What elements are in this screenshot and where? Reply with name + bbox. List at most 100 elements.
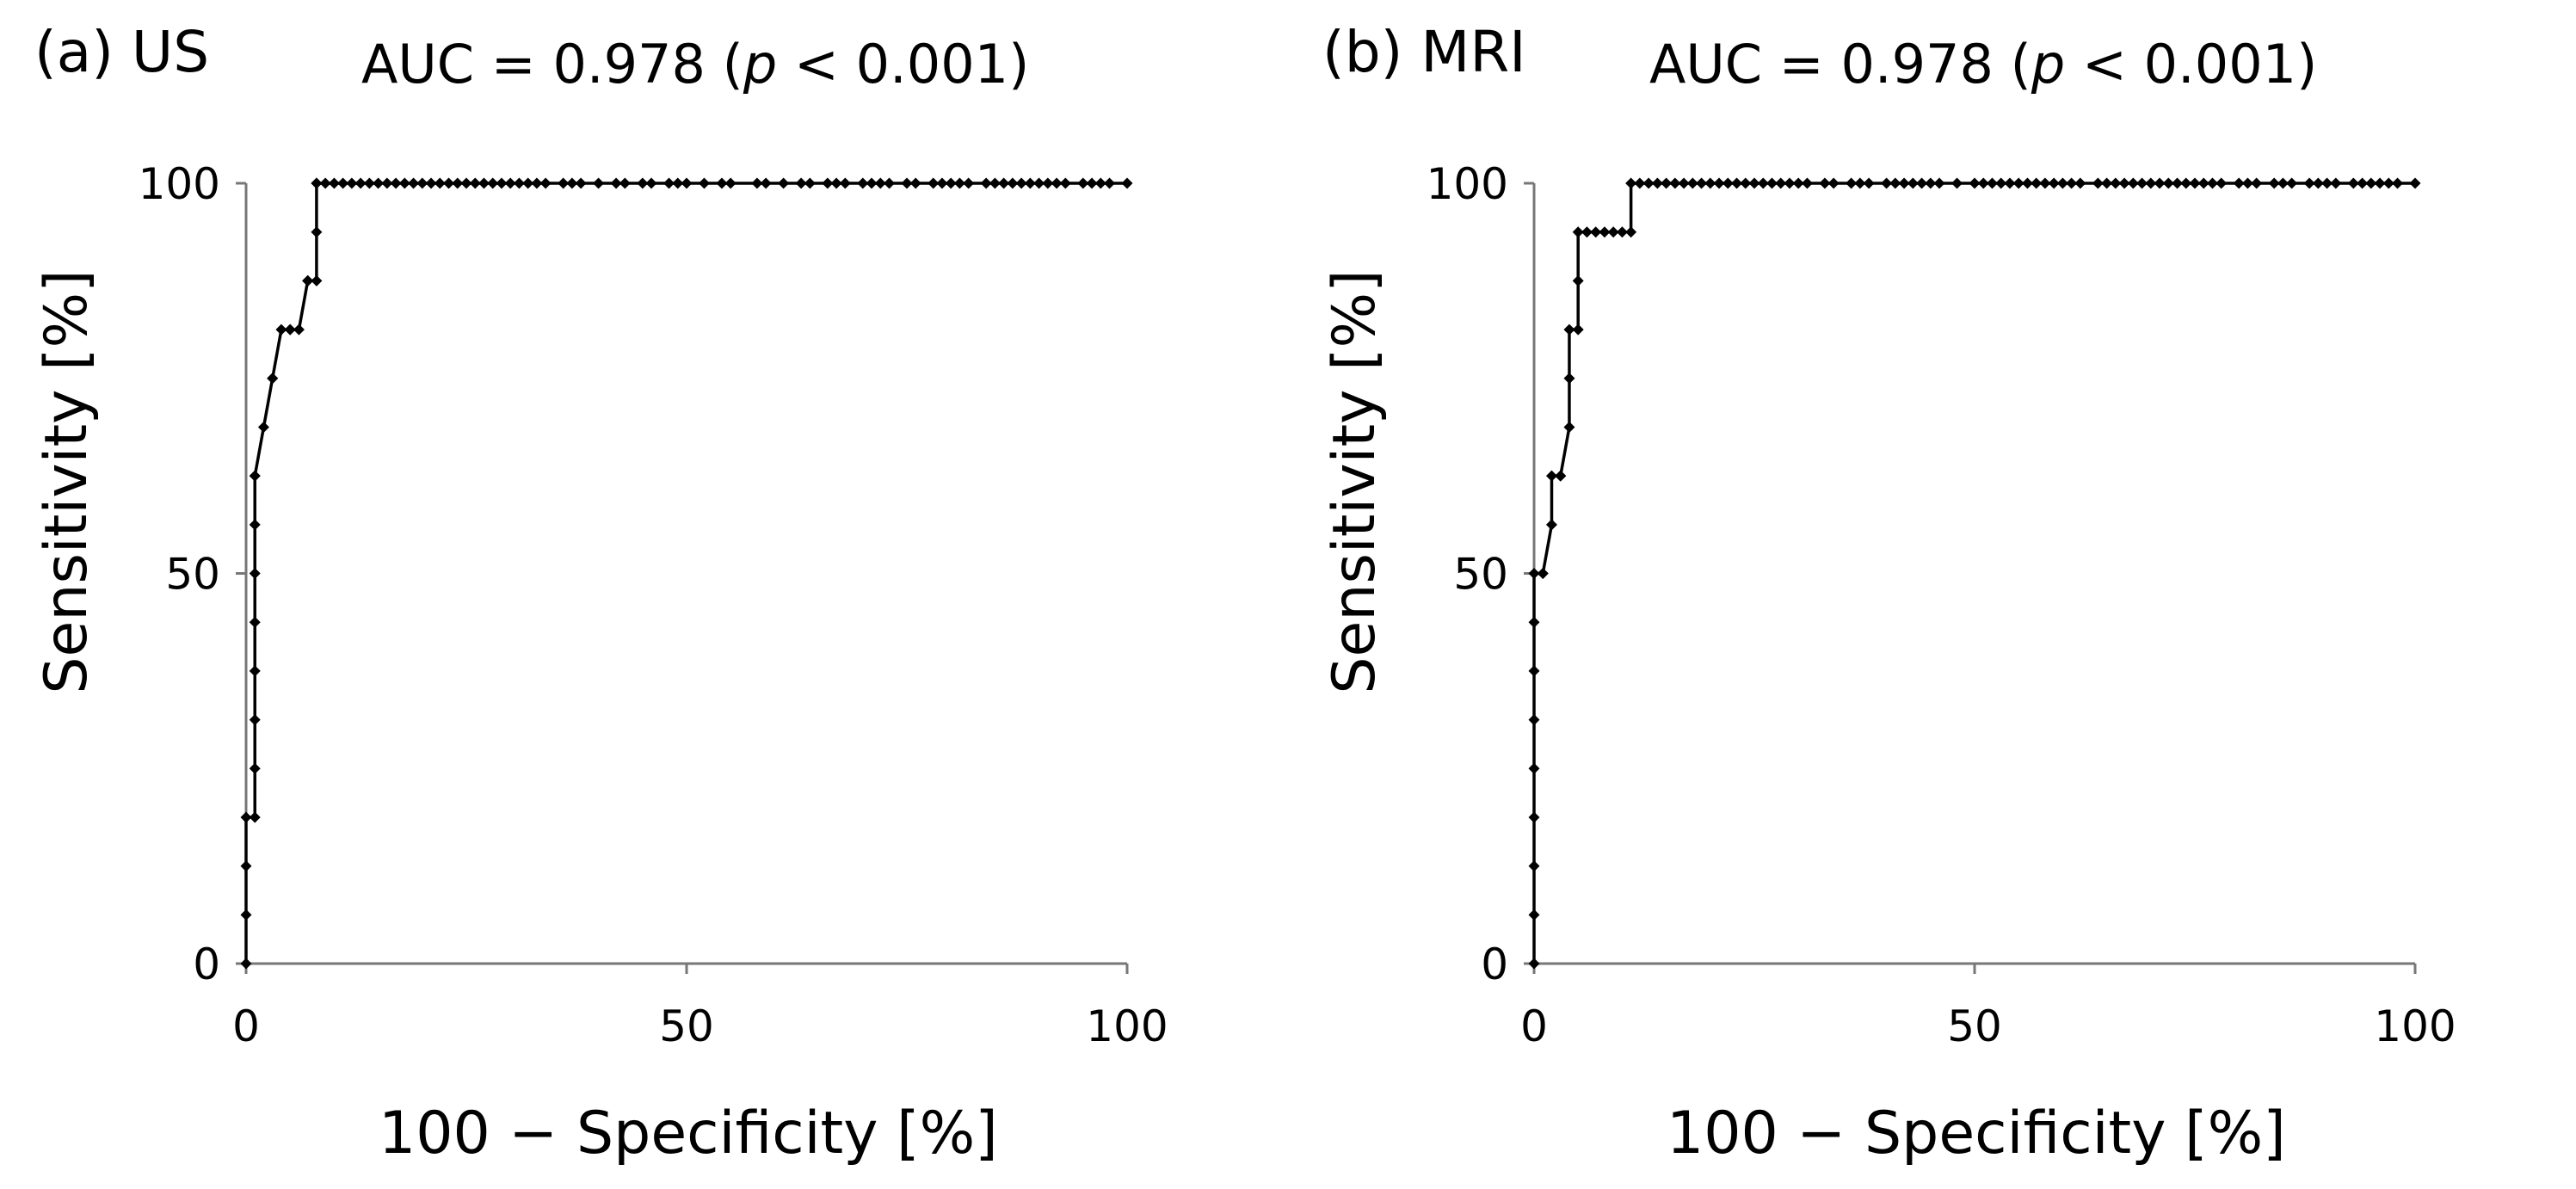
roc-point — [1819, 177, 1831, 189]
roc-point — [311, 274, 323, 286]
roc-point — [2189, 177, 2201, 189]
auc-value: AUC = 0.978 — [361, 33, 706, 95]
roc-point — [346, 177, 358, 189]
roc-point — [302, 274, 314, 286]
roc-point — [1545, 519, 1557, 531]
roc-point — [2172, 177, 2184, 189]
roc-point — [2197, 177, 2209, 189]
roc-point — [1581, 226, 1593, 238]
roc-point — [1863, 177, 1875, 189]
roc-point — [619, 177, 631, 189]
roc-point — [681, 177, 693, 189]
roc-point — [1545, 470, 1557, 482]
roc-point — [522, 177, 534, 189]
y-tick-label: 100 — [1427, 159, 1508, 209]
roc-point — [1616, 226, 1628, 238]
roc-point — [249, 762, 261, 774]
chart-panel-mri: 0 50 100 0 50 100 (b) MRI AUC = 0.978 (p < 0.… — [1288, 0, 2576, 1189]
roc-point — [963, 177, 975, 189]
roc-point — [2330, 177, 2342, 189]
y-axis-label: Sensitivity [%] — [1321, 269, 1389, 694]
roc-point — [884, 177, 896, 189]
roc-point — [2206, 177, 2218, 189]
roc-point — [1731, 177, 1743, 189]
roc-point — [2118, 177, 2130, 189]
roc-point — [804, 177, 816, 189]
roc-point — [1555, 470, 1567, 482]
roc-point — [1661, 177, 1673, 189]
roc-point — [1757, 177, 1769, 189]
roc-point — [830, 177, 842, 189]
roc-point — [293, 323, 305, 336]
roc-point — [469, 177, 481, 189]
roc-point — [637, 177, 649, 189]
roc-point — [1740, 177, 1752, 189]
roc-point — [795, 177, 807, 189]
roc-point — [1563, 421, 1575, 433]
roc-point — [1572, 226, 1584, 238]
roc-point — [2162, 177, 2174, 189]
roc-point — [1528, 909, 1540, 921]
roc-point — [2357, 177, 2369, 189]
roc-point — [1766, 177, 1778, 189]
y-tick-label: 0 — [193, 939, 220, 989]
roc-point — [1977, 177, 1989, 189]
roc-point — [593, 177, 605, 189]
roc-point — [240, 909, 252, 921]
roc-point — [249, 616, 261, 628]
roc-point — [249, 714, 261, 726]
roc-point — [1678, 177, 1690, 189]
roc-point — [1563, 373, 1575, 385]
roc-point — [2251, 177, 2263, 189]
roc-point — [1607, 226, 1619, 238]
roc-point — [2012, 177, 2024, 189]
roc-point — [822, 177, 834, 189]
roc-point — [337, 177, 349, 189]
roc-point — [1015, 177, 1027, 189]
roc-point — [257, 421, 269, 433]
roc-point — [363, 177, 375, 189]
roc-point — [240, 811, 252, 823]
roc-point — [1528, 568, 1540, 579]
roc-point — [2180, 177, 2192, 189]
roc-point — [1889, 177, 1901, 189]
roc-point — [373, 177, 385, 189]
roc-point — [1024, 177, 1036, 189]
y-tick-label: 50 — [165, 550, 220, 600]
roc-point — [1077, 177, 1089, 189]
panel-label: (b) MRI — [1322, 19, 1526, 85]
roc-point — [311, 226, 323, 238]
roc-point — [390, 177, 402, 189]
roc-point — [980, 177, 992, 189]
roc-point — [1651, 177, 1663, 189]
roc-point — [1007, 177, 1019, 189]
roc-point — [778, 177, 790, 189]
p-value: < 0.001) — [2081, 33, 2318, 95]
roc-point — [2321, 177, 2333, 189]
roc-point — [945, 177, 957, 189]
roc-point — [839, 177, 851, 189]
roc-point — [1916, 177, 1928, 189]
roc-point — [249, 665, 261, 677]
roc-point — [443, 177, 455, 189]
roc-point — [267, 373, 279, 385]
roc-point — [2303, 177, 2315, 189]
roc-point — [2056, 177, 2068, 189]
roc-point — [2374, 177, 2386, 189]
roc-point — [1713, 177, 1725, 189]
roc-point — [496, 177, 508, 189]
roc-point — [1086, 177, 1098, 189]
roc-point — [1590, 226, 1602, 238]
roc-point — [2066, 177, 2078, 189]
roc-point — [1572, 323, 1584, 336]
roc-point — [1528, 811, 1540, 823]
roc-point — [240, 958, 252, 970]
roc-point — [716, 177, 728, 189]
roc-point — [1898, 177, 1910, 189]
y-tick-label: 100 — [139, 159, 220, 209]
roc-point — [319, 177, 331, 189]
roc-point — [645, 177, 657, 189]
x-tick-label: 50 — [1947, 1001, 2002, 1051]
roc-point — [452, 177, 464, 189]
roc-point — [1881, 177, 1893, 189]
